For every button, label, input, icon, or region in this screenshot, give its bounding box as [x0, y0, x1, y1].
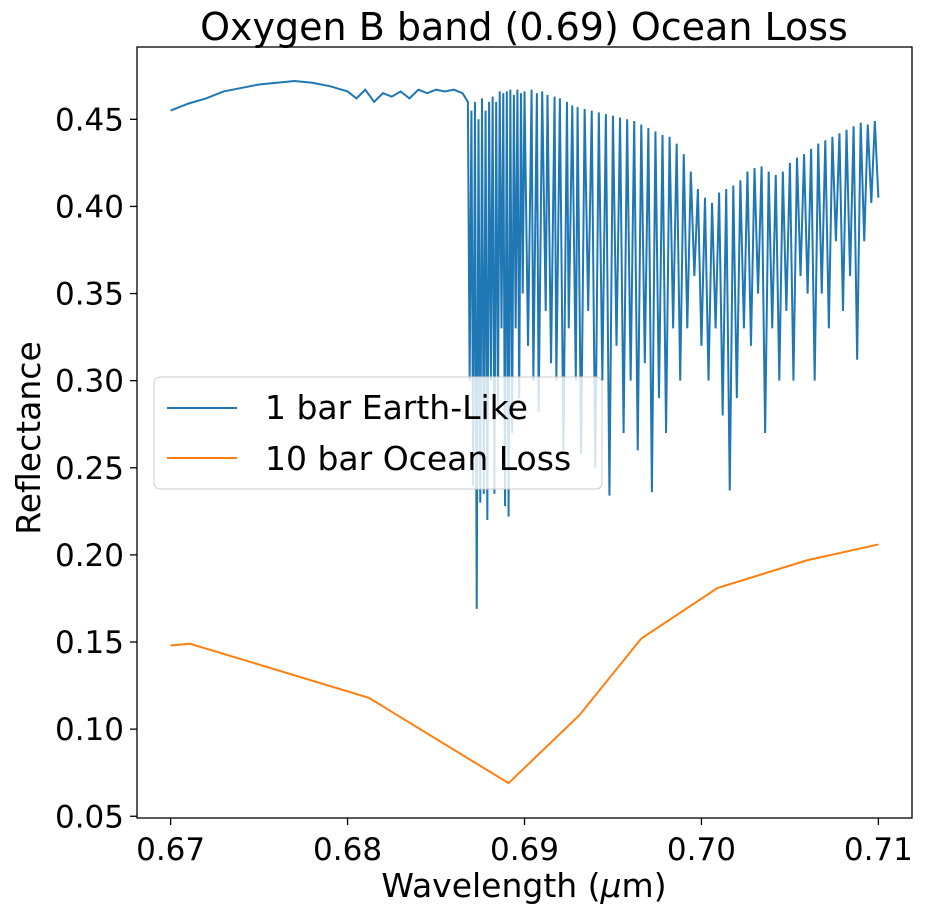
y-tick-label: 0.25	[55, 451, 124, 487]
y-tick-label: 0.15	[55, 625, 124, 661]
chart-title: Oxygen B band (0.69) Ocean Loss	[200, 5, 848, 49]
x-tick-label: 0.70	[667, 832, 736, 868]
x-tick-label: 0.67	[136, 832, 205, 868]
series-line-1	[170, 543, 879, 785]
x-axis-label-prefix: Wavelength (	[381, 866, 600, 905]
y-axis-ticks: 0.05 0.10 0.15 0.20 0.25 0.30 0.35 0.40 0.45	[55, 102, 137, 835]
x-tick-label: 0.68	[313, 832, 382, 868]
y-axis-label: Reflectance	[9, 341, 48, 535]
legend: 1 bar Earth-Like 10 bar Ocean Loss	[153, 376, 603, 490]
y-tick-label: 0.05	[55, 799, 124, 835]
y-tick-label: 0.10	[55, 712, 124, 748]
x-axis-label-suffix: m)	[622, 866, 667, 905]
x-axis-label: Wavelength (μm)	[381, 866, 666, 905]
legend-label-series-1: 10 bar Ocean Loss	[265, 439, 571, 478]
x-axis-label-mu: μ	[600, 866, 622, 905]
y-tick-label: 0.20	[55, 538, 124, 574]
y-tick-label: 0.40	[55, 189, 124, 225]
x-tick-label: 0.69	[490, 832, 559, 868]
legend-box	[153, 376, 603, 490]
series-line-0	[170, 79, 880, 609]
x-axis-ticks: 0.67 0.68 0.69 0.70 0.71	[136, 818, 913, 868]
y-tick-label: 0.35	[55, 277, 124, 313]
x-tick-label: 0.71	[844, 832, 913, 868]
legend-label-series-0: 1 bar Earth-Like	[265, 388, 528, 427]
y-tick-label: 0.30	[55, 364, 124, 400]
y-tick-label: 0.45	[55, 102, 124, 138]
plot-series	[170, 79, 880, 785]
